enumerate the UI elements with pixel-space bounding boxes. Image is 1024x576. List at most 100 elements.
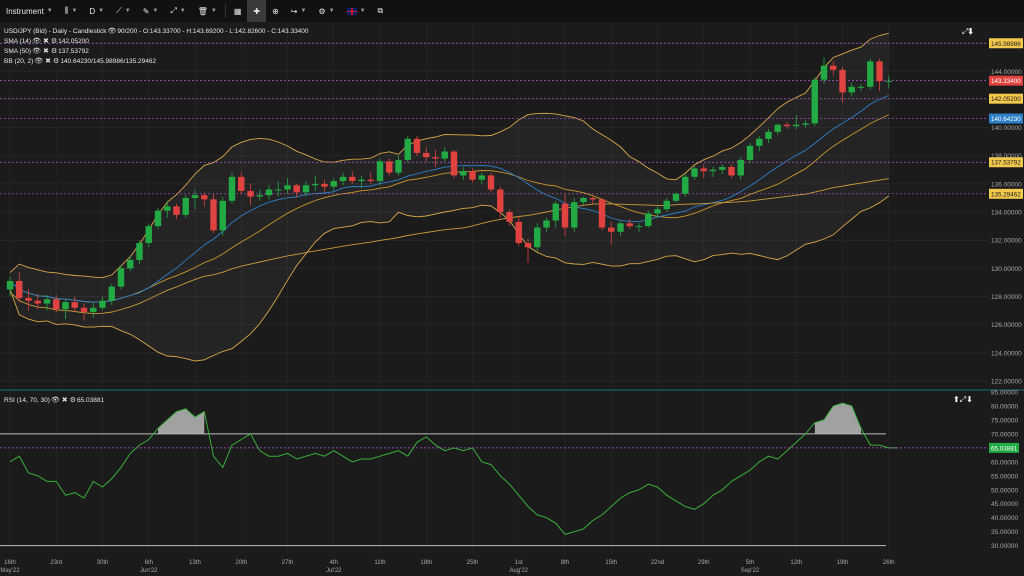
- candle-body: [275, 189, 282, 191]
- eye-icon[interactable]: 👁: [107, 28, 117, 35]
- zoom-button[interactable]: ⊕: [266, 0, 285, 22]
- candle-body: [460, 171, 467, 176]
- candle-body: [811, 79, 818, 124]
- y-tick-label: 144.00000: [991, 69, 1022, 76]
- candle-body: [654, 209, 661, 214]
- candle-body: [598, 199, 606, 228]
- price-tag-label: 140.64230: [991, 116, 1021, 123]
- close-icon[interactable]: ✖: [42, 38, 49, 45]
- eye-icon[interactable]: 👁: [32, 48, 41, 55]
- chevron-down-icon: ▼: [210, 8, 217, 14]
- candle-body: [265, 189, 273, 196]
- chart-type-button[interactable]: ⫼ ▼: [59, 0, 84, 22]
- share-button[interactable]: ↪ ▼: [285, 0, 313, 22]
- popout-icon: ⧉: [377, 6, 384, 15]
- indicators-button[interactable]: ⟋ ▼: [110, 0, 137, 22]
- x-tick-label: 1st: [515, 560, 523, 566]
- y-tick-label: 130.00000: [991, 266, 1022, 273]
- chevron-down-icon: ▼: [98, 8, 105, 14]
- x-tick-sublabel: May'22: [0, 568, 20, 574]
- gear-icon[interactable]: ⚙: [50, 48, 58, 55]
- price-tag-label: 145.98986: [991, 41, 1021, 48]
- candle-body: [154, 210, 162, 227]
- candle-body: [413, 138, 421, 153]
- candle-body: [349, 176, 356, 182]
- popout-button[interactable]: ⧉: [372, 0, 390, 22]
- candle-body: [746, 145, 754, 160]
- move-pane-icon[interactable]: ⬆⤢⬇: [953, 395, 973, 404]
- legend-main-ohlc: 90/200 - O:143.33700 - H:143.69200 - L:1…: [117, 27, 309, 35]
- rsi-pane-background: [0, 392, 1024, 554]
- candle-body: [339, 176, 347, 182]
- candle-body: [284, 185, 291, 190]
- rsi-pane[interactable]: 85.0000080.0000075.0000070.0000065.00000…: [0, 389, 1024, 555]
- gear-icon[interactable]: ⚙: [69, 397, 76, 404]
- candle-body: [293, 185, 300, 193]
- bollinger-band-fill: [10, 33, 889, 362]
- chart-settings-button[interactable]: ⚙ ▼: [312, 0, 340, 22]
- rsi-y-tick-label: 45.00000: [991, 501, 1018, 508]
- chart-area[interactable]: 146.00000144.00000142.00000140.00000138.…: [0, 22, 1024, 576]
- x-tick-label: 20th: [235, 560, 247, 566]
- language-button[interactable]: ▼: [341, 0, 372, 22]
- candle-body: [876, 61, 883, 82]
- clear-drawings-button[interactable]: 🗑 ▼: [192, 0, 223, 22]
- candle-body: [469, 171, 476, 180]
- candle-body: [173, 206, 180, 215]
- candle-body: [691, 168, 698, 177]
- expand-pane-icon[interactable]: ⤢⬇: [962, 27, 974, 36]
- x-tick-label: 8th: [561, 560, 569, 566]
- candle-body: [238, 176, 245, 191]
- crosshair-icon: ✚: [253, 6, 261, 16]
- candle-body: [580, 197, 587, 203]
- x-tick-label: 4th: [330, 560, 338, 566]
- candle-body: [441, 151, 448, 159]
- candle-body: [43, 299, 51, 304]
- y-tick-label: 136.00000: [991, 181, 1022, 188]
- legend-sma50-value: 137.53792: [58, 47, 89, 55]
- crosshair-button[interactable]: ✚: [247, 0, 267, 22]
- price-pane[interactable]: 146.00000144.00000142.00000140.00000138.…: [0, 22, 1024, 388]
- x-tick-label: 5th: [746, 560, 754, 566]
- close-icon[interactable]: ✖: [42, 48, 49, 55]
- close-icon[interactable]: ✖: [45, 58, 52, 65]
- price-tag-box: [989, 38, 1023, 49]
- candle-body: [432, 157, 439, 159]
- candle-body: [247, 190, 254, 197]
- candle-body: [645, 213, 652, 227]
- eye-icon[interactable]: 👁: [32, 38, 41, 45]
- toolbar-divider: [224, 4, 226, 18]
- price-pane-background: [0, 22, 1024, 388]
- candle-body: [802, 123, 809, 125]
- lines-tools-button[interactable]: ⤢ ▼: [164, 0, 191, 22]
- close-icon[interactable]: ✖: [61, 397, 68, 404]
- candle-body: [6, 281, 14, 290]
- rsi-y-tick-label: 50.00000: [991, 487, 1018, 494]
- instrument-dropdown[interactable]: Instrument ▼: [0, 0, 59, 22]
- timeframe-dropdown[interactable]: D ▼: [83, 0, 110, 22]
- candle-body: [506, 212, 513, 222]
- rsi-y-tick-label: 55.00000: [991, 473, 1018, 480]
- rsi-y-tick-label: 35.00000: [991, 529, 1018, 536]
- gear-icon[interactable]: ⚙: [50, 38, 58, 45]
- rsi-y-tick-label: 80.00000: [991, 403, 1018, 410]
- chevron-down-icon: ▼: [359, 8, 366, 14]
- eye-icon[interactable]: 👁: [50, 397, 60, 404]
- x-tick-label: 23rd: [50, 560, 62, 566]
- x-tick-label: 11th: [374, 560, 385, 566]
- gear-icon[interactable]: ⚙: [53, 58, 60, 65]
- price-tag-label: 137.53792: [991, 160, 1021, 167]
- layout-button[interactable]: ▦: [228, 0, 248, 22]
- drawing-tools-button[interactable]: ✎ ▼: [137, 0, 165, 22]
- candle-body: [534, 227, 541, 248]
- candle-body: [737, 159, 744, 176]
- candle-body: [885, 81, 892, 83]
- candle-body: [312, 183, 319, 186]
- trash-icon: 🗑: [197, 6, 208, 16]
- eye-icon[interactable]: 👁: [34, 58, 44, 65]
- candle-body: [700, 168, 707, 172]
- y-tick-label: 122.00000: [991, 378, 1022, 385]
- candle-body: [478, 175, 485, 180]
- price-tag-label: 135.29462: [991, 191, 1021, 198]
- x-tick-label: 22nd: [651, 560, 664, 566]
